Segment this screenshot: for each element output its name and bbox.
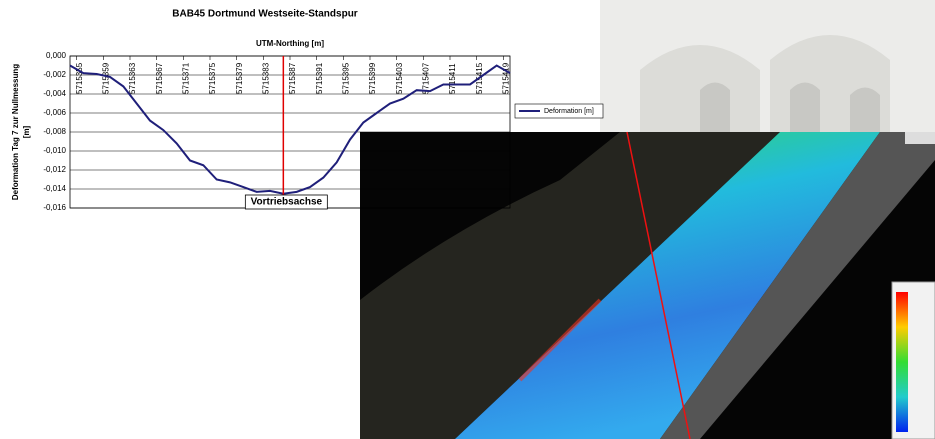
annotation-box bbox=[244, 194, 328, 210]
x-axis-title: UTM-Northing [m] bbox=[256, 39, 324, 48]
x-tick-label: 5715419 bbox=[501, 62, 510, 94]
x-tick-label: 5715399 bbox=[368, 62, 377, 94]
x-tick-label: 5715383 bbox=[261, 62, 270, 94]
annotation-label: Vortriebsachse bbox=[251, 197, 323, 208]
x-tick-label: 5715355 bbox=[75, 62, 84, 94]
x-tick-label: 5715375 bbox=[208, 62, 217, 94]
data-line bbox=[69, 64, 511, 195]
x-tick-label: 5715411 bbox=[448, 63, 457, 94]
background-photo bbox=[600, 0, 935, 132]
x-tick-label: 5715363 bbox=[128, 62, 137, 94]
y-axis-title: Deformation Tag 7 zur Nullmessung bbox=[11, 64, 20, 200]
y-tick-label: -0,016 bbox=[43, 203, 66, 212]
x-tick-label: 5715403 bbox=[395, 62, 404, 94]
chart-title: BAB45 Dortmund Westseite-Standspur bbox=[172, 9, 358, 20]
y-tick-label: -0,012 bbox=[43, 165, 66, 174]
y-tick-label: -0,010 bbox=[43, 146, 66, 155]
x-tick-label: 5715371 bbox=[181, 62, 190, 94]
x-tick-label: 5715407 bbox=[421, 62, 430, 94]
x-tick-label: 5715395 bbox=[341, 62, 350, 94]
y-tick-label: -0,004 bbox=[43, 89, 66, 98]
x-tick-label: 5715387 bbox=[288, 62, 297, 94]
x-tick-label: 5715379 bbox=[235, 62, 244, 94]
legend-label: Deformation [m] bbox=[544, 108, 594, 115]
x-tick-label: 5715367 bbox=[155, 62, 164, 94]
y-axis-title: [m] bbox=[22, 125, 31, 138]
x-tick-label: 5715359 bbox=[101, 62, 110, 94]
point-cloud-image bbox=[360, 131, 935, 439]
y-tick-label: 0,000 bbox=[46, 51, 67, 60]
legend-box bbox=[514, 103, 604, 119]
y-tick-label: -0,006 bbox=[43, 108, 66, 117]
x-tick-label: 5715391 bbox=[315, 62, 324, 94]
y-tick-label: -0,002 bbox=[43, 70, 66, 79]
y-tick-label: -0,014 bbox=[43, 184, 66, 193]
y-tick-label: -0,008 bbox=[43, 127, 66, 136]
